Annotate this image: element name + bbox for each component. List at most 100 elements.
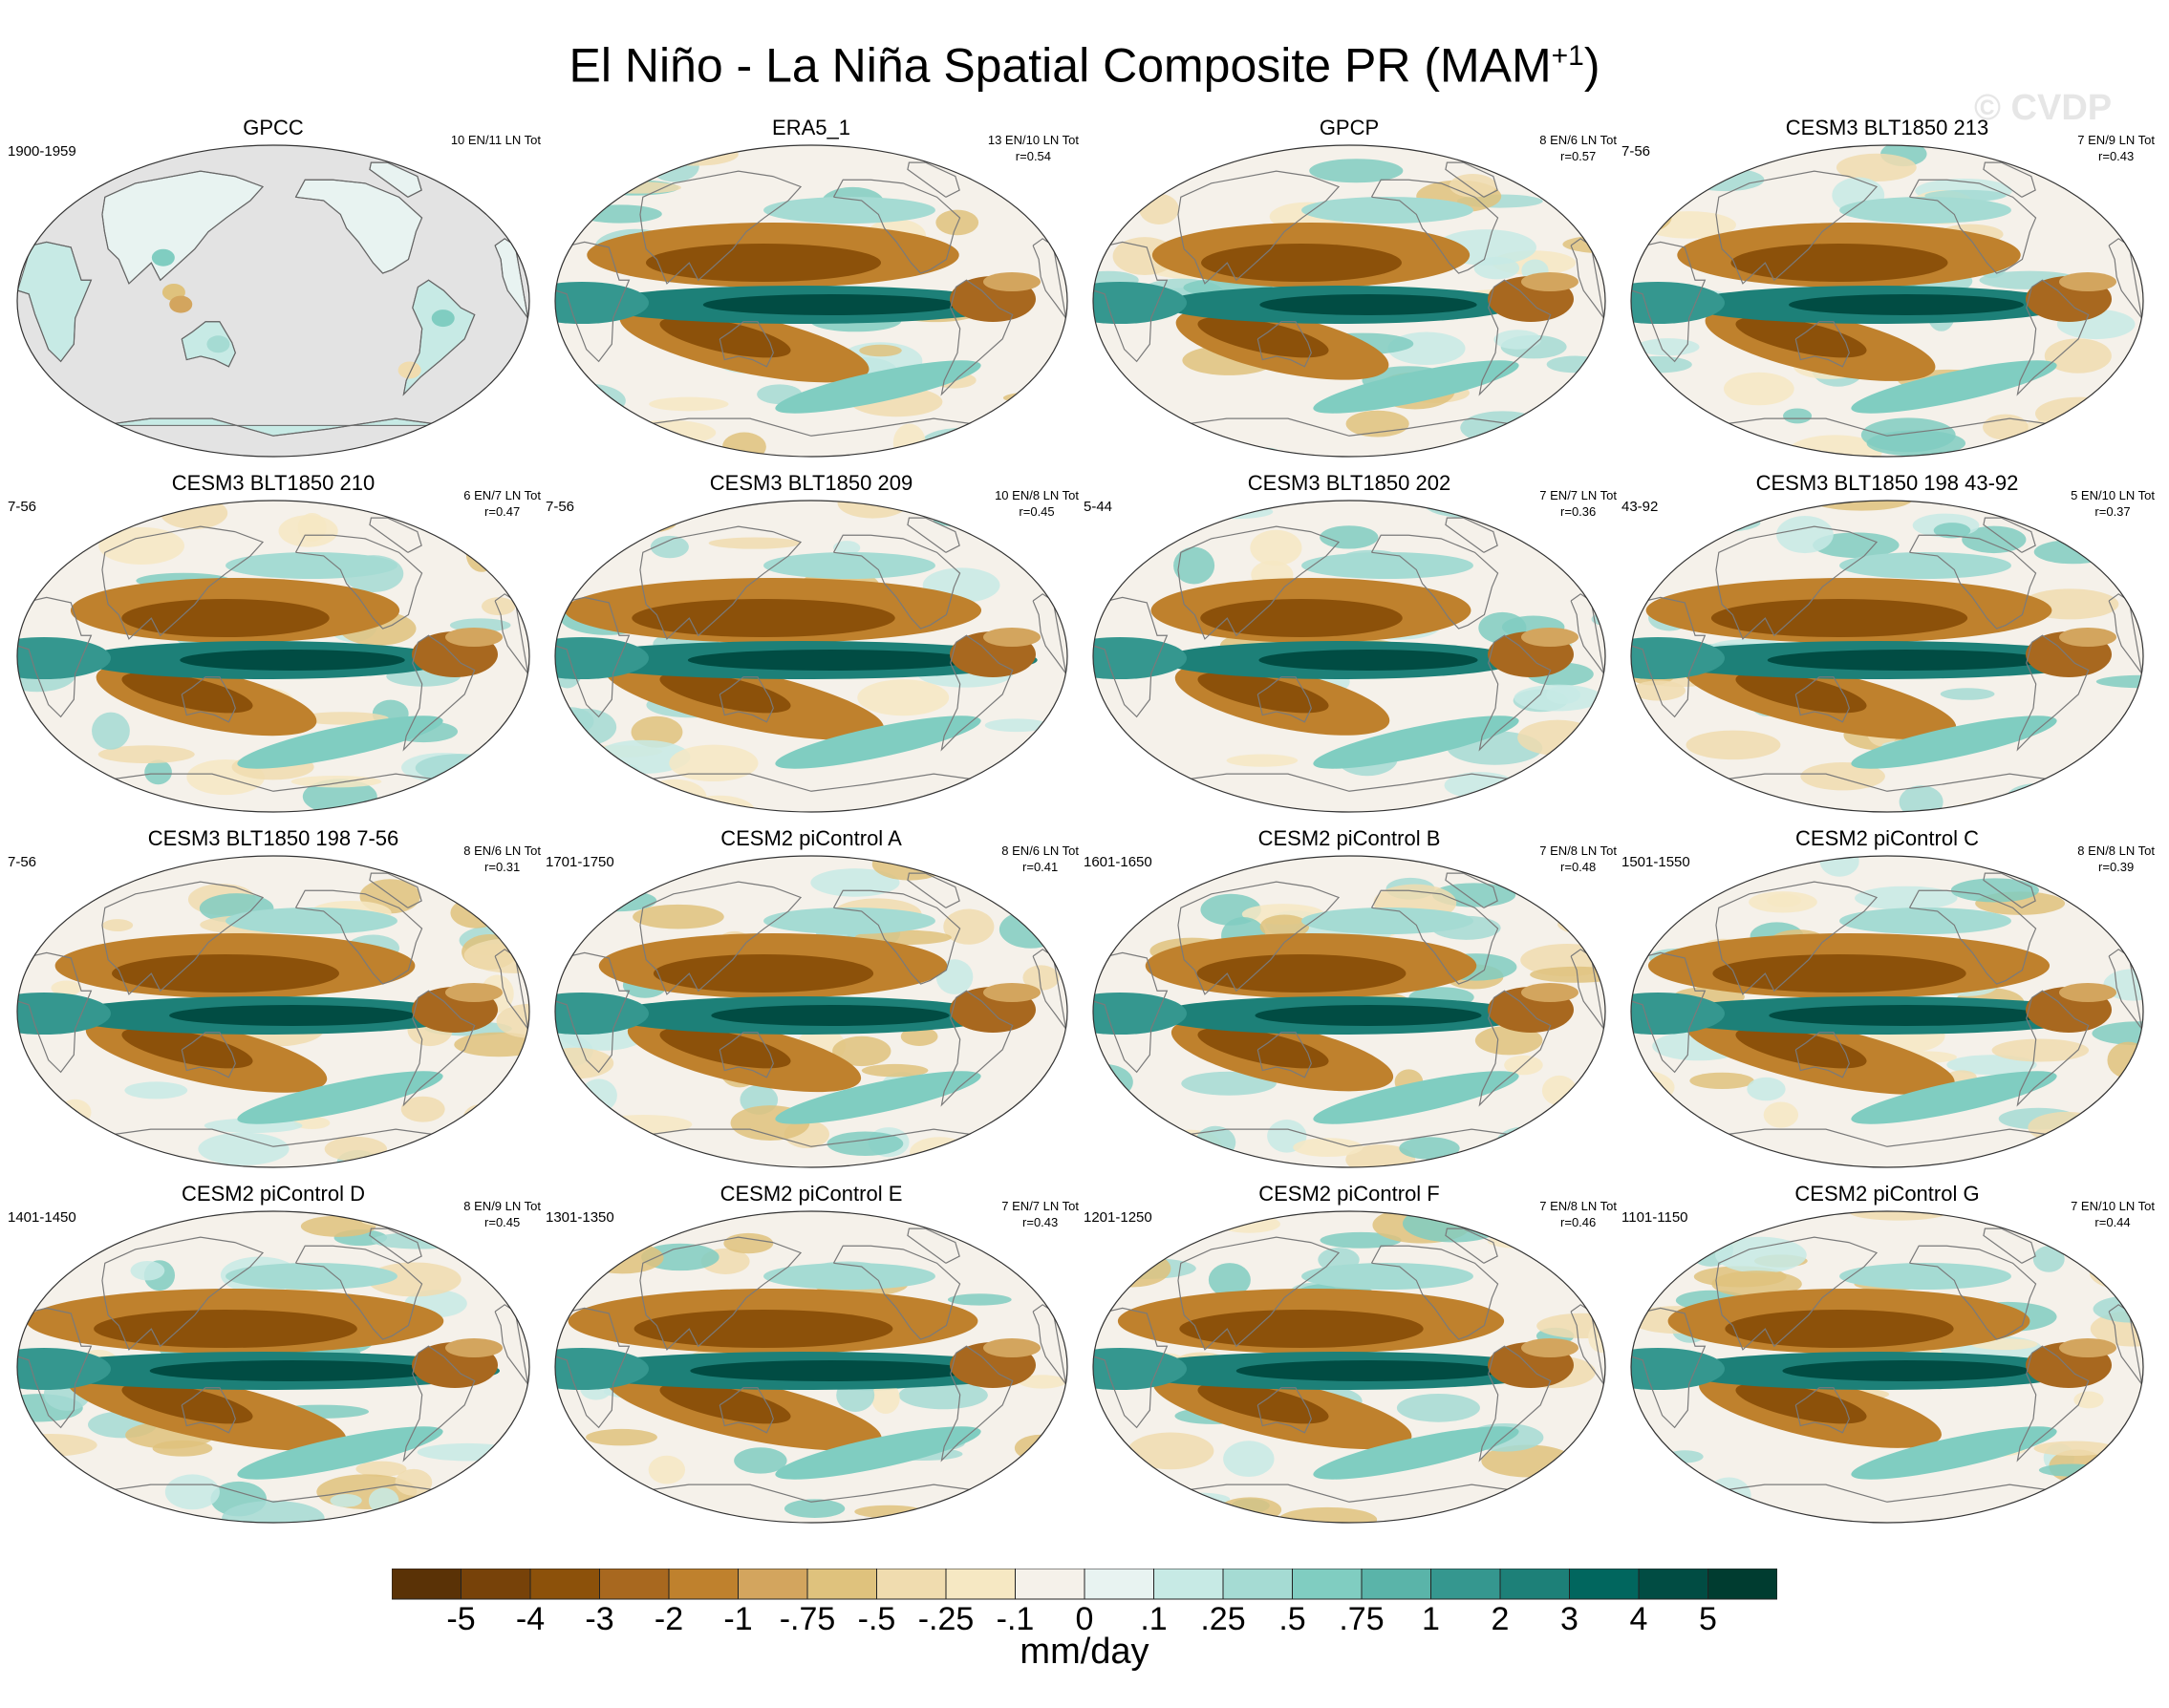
colorbar-swatch [668, 1569, 739, 1600]
panel-title: GPCP [1319, 116, 1380, 139]
cvdp-watermark: © CVDP [1974, 88, 2113, 128]
anomaly-patch [2026, 502, 2111, 522]
colorbar-swatch [1569, 1569, 1640, 1600]
coastline [940, 990, 1014, 1107]
coastline [1093, 1307, 1169, 1429]
colorbar-tick-label: -.75 [780, 1601, 836, 1633]
colorbar-tick-label: -1 [723, 1601, 752, 1633]
coastline [17, 596, 93, 718]
map-panel: CESM2 piControl E 1301-1350 7 EN/7 LN Tot r… [544, 1181, 1079, 1525]
anomaly-patch [413, 1134, 479, 1167]
map-panel: CESM3 BLT1850 198 43-92 43-92 5 EN/10 LN T… [1620, 470, 2155, 814]
coastline [639, 1236, 803, 1351]
anomaly-patch [1116, 437, 1175, 457]
pattern-correlation: r=0.37 [2094, 504, 2131, 519]
anomaly-patch [17, 755, 33, 785]
coastline [1983, 872, 2036, 908]
colorbar-swatch [529, 1569, 600, 1600]
coastline [1032, 1304, 1067, 1385]
wet-north-pacific [1301, 907, 1473, 934]
panel-title: CESM2 piControl A [720, 826, 902, 850]
dry-core-north [1725, 1310, 1954, 1348]
anomaly-patch [300, 1215, 376, 1237]
colorbar-swatch [1084, 1569, 1154, 1600]
anomaly-patch [2121, 1100, 2143, 1117]
anomaly-patch [631, 715, 683, 748]
map-border [16, 855, 530, 1168]
anomaly-patch [580, 1078, 617, 1113]
anomaly-patch [669, 744, 759, 782]
anomaly-patch [465, 536, 498, 572]
coastline [940, 1345, 1014, 1462]
dry-core-south [1735, 1382, 1867, 1424]
coastline [494, 238, 529, 319]
map-panel: CESM3 BLT1850 210 7-56 6 EN/7 LN Tot r=0.47 [6, 470, 541, 814]
anomaly-patch [17, 788, 51, 812]
dry-atlantic-north [2059, 1338, 2116, 1357]
anomaly-patch [999, 910, 1063, 949]
anomaly-patch [641, 1243, 719, 1271]
anomaly-patch [555, 1216, 616, 1250]
anomaly-patch [593, 181, 681, 194]
anomaly-patch [355, 1461, 407, 1477]
anomaly-patch [861, 1063, 929, 1078]
dry-core-north [646, 244, 881, 282]
anomaly-patch [1636, 338, 1700, 356]
anomaly-patch [1114, 1142, 1174, 1159]
anomaly-patch [2086, 437, 2143, 454]
dry-atlantic-north [983, 983, 1041, 1002]
colorbar-swatch [1499, 1569, 1570, 1600]
coastline [99, 1484, 447, 1503]
coastline [832, 534, 961, 630]
dry-core-south [1735, 672, 1867, 714]
dry-core-south [1197, 672, 1329, 714]
coastline [17, 951, 93, 1074]
anomaly-patch [1250, 529, 1302, 566]
wet-southeast [1313, 1071, 1519, 1124]
panel-title: CESM2 piControl E [719, 1182, 903, 1206]
colorbar: -5 -4 -3 -2 -1 -.75 -.5 -.25 -.1 0 .1 .25 .5 .75 1 2 3 4 5 [392, 1569, 1777, 1633]
coastline [1177, 170, 1341, 285]
anomaly-patch [497, 1120, 529, 1136]
anomaly-patch [1546, 355, 1604, 374]
wet-southeast [775, 715, 981, 769]
coastline [1093, 241, 1169, 363]
anomaly-patch [290, 775, 382, 788]
panel-title: CESM3 BLT1850 202 [1247, 471, 1451, 495]
anomaly-patch [1631, 1443, 1671, 1481]
panel-period: 7-56 [8, 854, 37, 870]
anomaly-patch [17, 1250, 65, 1264]
anomaly-blob [206, 335, 230, 353]
map-border [16, 500, 530, 813]
wet-core [687, 650, 974, 671]
event-counts: 13 EN/10 LN Tot [987, 133, 1079, 147]
coastline [2016, 1345, 2090, 1462]
anomaly-patch [1293, 1138, 1364, 1158]
coastline [1713, 1484, 2061, 1503]
wet-north-pacific [1839, 197, 2011, 224]
pattern-correlation: r=0.36 [1560, 504, 1597, 519]
wet-north-pacific [763, 907, 935, 934]
wet-north-pacific [763, 197, 935, 224]
anomaly-patch [64, 1476, 96, 1513]
wet-southeast [1851, 1071, 2057, 1124]
map-panel: CESM2 piControl F 1201-1250 7 EN/8 LN Tot r… [1082, 1181, 1617, 1525]
colorbar-tick-label: -5 [446, 1601, 475, 1633]
anomaly-patch [371, 1231, 469, 1249]
wet-core [1767, 650, 2046, 671]
anomaly-patch [581, 1241, 664, 1274]
anomaly-patch [1172, 501, 1227, 508]
coastline [1908, 1245, 2037, 1340]
colorbar-tick-label: .75 [1339, 1601, 1384, 1633]
anomaly-patch [2033, 1441, 2115, 1456]
map-plot [1092, 144, 1606, 458]
coastline [637, 773, 985, 792]
map-plot [16, 855, 530, 1168]
coastline [1713, 773, 2061, 792]
anomaly-patch [144, 759, 172, 785]
coastline [1256, 1032, 1312, 1078]
coastline [494, 1304, 529, 1385]
panel-stats: 7 EN/7 LN Tot r=0.36 [1539, 487, 1617, 520]
wet-southeast [237, 1071, 443, 1124]
panel-stats: 8 EN/9 LN Tot r=0.45 [463, 1198, 541, 1230]
